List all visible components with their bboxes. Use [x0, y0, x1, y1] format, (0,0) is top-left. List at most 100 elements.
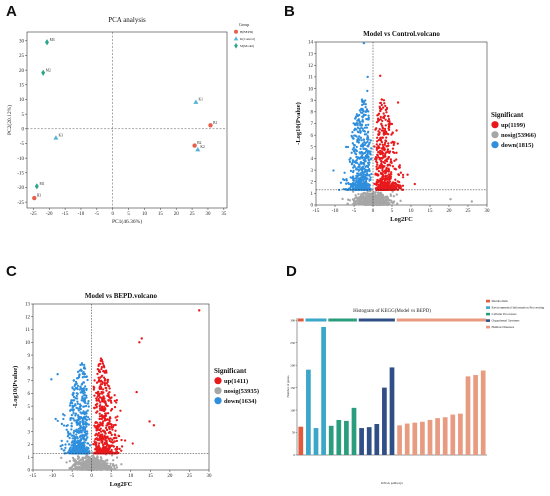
down-point [360, 139, 363, 142]
down-point [80, 429, 83, 432]
up-point [92, 388, 96, 391]
down-point [346, 145, 350, 149]
nosig-point [70, 468, 73, 471]
down-point [363, 126, 367, 129]
down-point [77, 442, 80, 446]
up-point [105, 441, 108, 445]
up-point [101, 409, 105, 412]
up-point [382, 154, 386, 158]
down-point [88, 444, 92, 447]
up-point [106, 380, 109, 384]
data-points [50, 309, 201, 472]
nosig-point [374, 191, 377, 194]
legend-label: up(1199) [501, 122, 525, 129]
down-point [71, 447, 74, 450]
nosig-point [366, 190, 369, 194]
up-point [387, 173, 390, 176]
down-point [354, 153, 358, 156]
down-point [358, 113, 361, 117]
legend-label: Cellular Processes [492, 312, 518, 316]
up-point [381, 136, 384, 139]
nosig-point [90, 457, 93, 461]
down-point [357, 137, 360, 140]
down-point [367, 116, 371, 120]
chart-title: Histogram of KEGG(Model vs BEPD) [353, 309, 431, 314]
panel-c-volcano-chart: -15 -10 -5 0 5 10 15 20 25 30012345678910111213Mo… [12, 292, 259, 488]
y-tick-label: 0 [311, 204, 314, 209]
down-point [79, 420, 82, 423]
down-point [364, 103, 367, 106]
up-point [106, 412, 110, 415]
up-point [108, 387, 111, 390]
up-point [97, 390, 100, 393]
up-point [94, 448, 98, 451]
up-point [386, 188, 390, 191]
down-point [79, 368, 83, 371]
bar [313, 428, 319, 455]
point-label: B3 [37, 194, 41, 198]
up-point [104, 414, 107, 418]
down-point [364, 105, 367, 109]
bar [450, 414, 456, 455]
up-point [110, 440, 113, 444]
plot-frame [315, 41, 488, 206]
nosig-point [73, 467, 76, 471]
outlier-point [362, 41, 366, 45]
up-point [104, 412, 107, 415]
down-point [81, 446, 84, 450]
data-point [53, 135, 59, 140]
down-point [59, 445, 62, 448]
up-point [102, 450, 105, 454]
x-axis-label: Log2FC [110, 481, 133, 488]
up-point [373, 182, 376, 186]
panel-d-kegg-chart: Histogram of KEGG(Model vs BEPD) 0 50 100 15… [286, 299, 545, 485]
up-point [390, 173, 393, 176]
up-point [396, 185, 399, 188]
up-point [387, 156, 390, 159]
down-point [85, 437, 88, 441]
up-point [113, 440, 117, 443]
down-point [83, 372, 87, 376]
panel-letter-b: B [284, 3, 295, 20]
nosig-point [115, 456, 119, 459]
y-axis-label: -Log10(Pvalue) [12, 366, 19, 409]
y-tick-label: 12 [25, 315, 31, 320]
down-point [75, 392, 78, 395]
nosig-point [370, 197, 373, 200]
point-label: M3 [50, 38, 55, 42]
nosig-point [357, 193, 360, 196]
up-point [395, 158, 398, 161]
legend-label: Organismal Systems [492, 319, 521, 323]
up-point [378, 165, 381, 168]
down-point [87, 400, 90, 403]
down-point [360, 103, 364, 107]
down-point [345, 179, 348, 182]
down-point [86, 442, 89, 445]
up-point [97, 370, 101, 373]
x-tick-label: 20 [167, 474, 173, 479]
up-point [383, 147, 386, 150]
down-point [360, 184, 363, 187]
down-point [86, 409, 89, 412]
up-point [101, 415, 105, 418]
up-point [394, 181, 397, 185]
up-point [380, 162, 383, 165]
up-point [108, 420, 111, 423]
down-point [362, 138, 366, 141]
outlier-point [138, 341, 141, 344]
down-point [360, 178, 364, 181]
up-point [109, 417, 112, 420]
chart-title: Model vs BEPD.volcano [85, 292, 158, 300]
down-point [80, 399, 83, 402]
legend-marker [234, 43, 238, 49]
data-point [193, 99, 199, 104]
up-point [100, 358, 104, 362]
up-point [102, 391, 105, 394]
down-point [85, 450, 88, 453]
up-point [95, 437, 98, 440]
up-point [93, 379, 96, 382]
nosig-point [399, 199, 402, 202]
down-point [83, 428, 87, 431]
down-point [83, 365, 86, 369]
up-point [107, 385, 111, 388]
